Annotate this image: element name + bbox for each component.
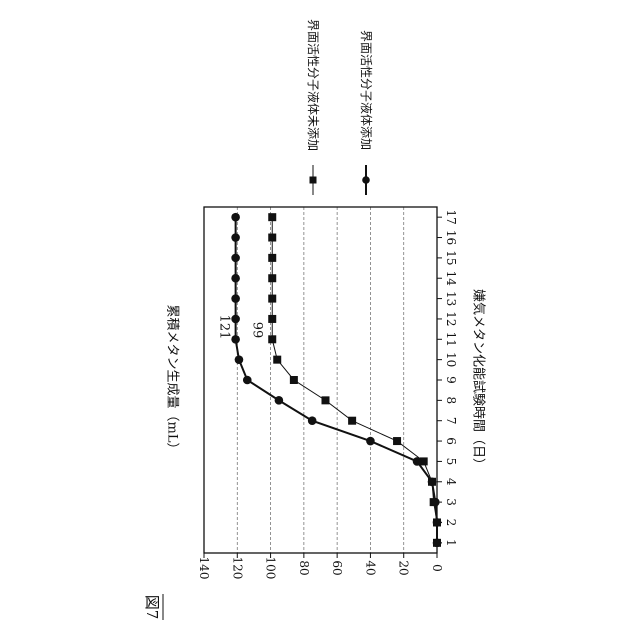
data-point-square (273, 356, 281, 364)
data-point-square (321, 396, 329, 404)
x-tick-label: 8 (444, 397, 458, 405)
y-tick-label: 20 (397, 560, 411, 575)
data-point-square (268, 315, 276, 323)
data-point-square (268, 254, 276, 262)
legend-marker-square (310, 177, 317, 184)
x-tick-label: 7 (444, 417, 458, 425)
x-tick-label: 5 (444, 458, 458, 466)
x-tick-label: 1 (444, 539, 458, 547)
data-point-circle (433, 518, 442, 527)
y-tick-label: 0 (430, 564, 444, 572)
data-point-circle (231, 335, 240, 344)
data-point-circle (231, 233, 240, 242)
data-point-circle (431, 498, 440, 507)
data-point-circle (231, 254, 240, 263)
legend-label: 界面活性分子液体未添加 (306, 19, 321, 151)
x-tick-label: 10 (444, 352, 458, 367)
x-tick-label: 13 (444, 291, 458, 306)
x-tick-label: 15 (444, 250, 458, 265)
x-tick-label: 4 (444, 478, 458, 486)
y-tick-label: 40 (363, 560, 377, 575)
x-tick-label: 6 (444, 437, 458, 445)
x-tick-label: 9 (444, 376, 458, 384)
figure-label: 図7 (143, 595, 161, 620)
data-point-square (268, 234, 276, 242)
y-tick-label: 120 (230, 557, 244, 580)
data-point-circle (308, 416, 317, 425)
legend-marker-circle (362, 176, 370, 184)
data-label: 99 (250, 322, 265, 339)
data-point-circle (428, 477, 437, 486)
data-point-circle (231, 274, 240, 283)
data-point-circle (275, 396, 284, 405)
data-point-circle (366, 437, 375, 446)
x-axis-title: 嫌気メタン化能試験時間（日） (471, 289, 487, 471)
data-point-circle (413, 457, 422, 466)
y-tick-label: 100 (264, 557, 278, 580)
legend: 界面活性分子液体未添加 界面活性分子液体添加 (306, 19, 374, 195)
data-point-square (348, 417, 356, 425)
y-tick-label: 60 (330, 560, 344, 575)
series-line-1 (236, 217, 437, 543)
x-tick-label: 3 (444, 498, 458, 506)
data-label: 121 (217, 315, 232, 340)
data-point-square (393, 437, 401, 445)
data-point-circle (231, 294, 240, 303)
data-point-square (290, 376, 298, 384)
data-point-square (268, 295, 276, 303)
data-point-circle (433, 539, 442, 548)
x-tick-label: 16 (444, 230, 458, 245)
data-point-circle (243, 376, 252, 385)
data-point-square (268, 274, 276, 282)
data-point-circle (231, 213, 240, 222)
x-tick-label: 14 (444, 271, 458, 287)
y-axis-title: 累積メタン生成量（mL） (165, 305, 180, 456)
legend-label: 界面活性分子液体添加 (359, 30, 374, 150)
plot-area: 0204060801001201401234567891011121314151… (163, 207, 487, 620)
data-point-square (268, 213, 276, 221)
y-tick-label: 80 (297, 560, 311, 575)
data-point-square (268, 335, 276, 343)
x-tick-label: 12 (444, 311, 458, 326)
x-tick-label: 17 (444, 210, 458, 225)
x-tick-label: 2 (444, 519, 458, 527)
x-tick-label: 11 (444, 332, 458, 347)
y-tick-label: 140 (197, 557, 211, 580)
data-point-circle (235, 355, 244, 364)
data-point-circle (231, 315, 240, 324)
